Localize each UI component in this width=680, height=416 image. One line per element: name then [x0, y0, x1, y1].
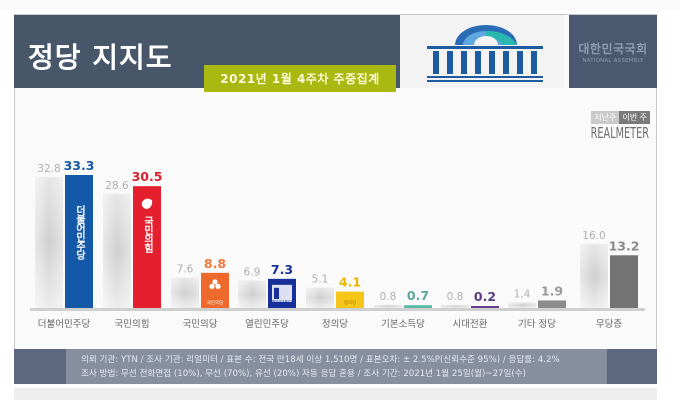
party-logo-4: 정의당 — [344, 299, 356, 306]
survey-info-footer: 의뢰 기관: YTN / 조사 기관: 리얼미터 / 표본 수: 전국 만18세… — [14, 349, 657, 384]
data-label-previous: 5.1 — [312, 274, 329, 286]
data-label-previous: 0.8 — [380, 291, 397, 303]
data-label-previous: 7.6 — [177, 264, 194, 276]
data-label-current: 8.8 — [204, 256, 226, 271]
party-logo-0: 더불어민주당 — [74, 204, 86, 261]
date-badge: 2021년 1월 4주차 주중집계 — [204, 65, 396, 92]
data-label-current: 1.9 — [541, 283, 563, 298]
bar-previous-shine-0 — [35, 176, 63, 308]
legend-current-week: 이번 주 — [619, 111, 650, 124]
people-party-logo-icon — [212, 279, 218, 285]
realmeter-logo: REALMETER — [590, 124, 649, 142]
bar-previous-shine-2 — [171, 277, 199, 308]
data-label-previous: 32.8 — [37, 163, 60, 175]
bar-previous-shine-6 — [441, 304, 469, 308]
page-title: 정당 지지도 — [28, 41, 173, 74]
data-label-previous: 16.0 — [582, 230, 605, 242]
data-label-previous: 1.4 — [514, 288, 531, 300]
data-label-current: 0.7 — [407, 288, 429, 303]
x-tick-label: 무당층 — [596, 319, 622, 330]
bar-previous-shine-1 — [103, 193, 131, 308]
survey-info-line1: 의뢰 기관: YTN / 조사 기관: 리얼미터 / 표본 수: 전국 만18세… — [81, 355, 560, 365]
x-tick-label: 기타 정당 — [518, 319, 556, 330]
bar-current-5 — [404, 305, 432, 308]
bar-current-6 — [471, 306, 499, 308]
x-tick-label: 국민의힘 — [115, 319, 150, 330]
data-label-previous: 0.8 — [447, 291, 464, 303]
data-label-current: 30.5 — [132, 169, 163, 184]
data-label-current: 4.1 — [339, 275, 361, 290]
top-strip — [0, 0, 680, 10]
assembly-english-name: NATIONAL ASSEMBLY — [582, 57, 644, 64]
data-label-previous: 28.6 — [105, 180, 129, 192]
bar-current-4 — [336, 291, 364, 308]
bar-current-0 — [65, 175, 93, 308]
bar-previous-shine-3 — [238, 280, 266, 308]
x-tick-label: 열린민주당 — [245, 319, 289, 330]
x-tick-label: 정의당 — [322, 319, 348, 330]
bar-current-7 — [538, 300, 566, 308]
bar-current-2 — [201, 272, 229, 308]
x-tick-label: 더불어민주당 — [38, 319, 91, 330]
bar-previous-shine-5 — [374, 304, 402, 308]
bar-previous-shine-4 — [306, 287, 334, 308]
x-tick-label: 시대전환 — [453, 318, 488, 330]
data-label-current: 0.2 — [474, 289, 496, 304]
x-axis-line — [30, 308, 645, 311]
assembly-building-icon — [427, 25, 543, 82]
people-party-logo-icon — [215, 283, 221, 289]
bar-previous-shine-8 — [580, 244, 608, 308]
assembly-korean-name: 대한민국국회 — [578, 41, 648, 56]
ppp-logo-icon — [141, 198, 153, 210]
party-logo-1: 국민의힘 — [142, 216, 154, 254]
chart-legend: 지난주 이번 주 — [591, 111, 650, 124]
bottom-strip — [14, 388, 657, 400]
people-party-logo-icon — [209, 283, 215, 289]
national-assembly-logo — [400, 15, 564, 88]
x-tick-label: 국민의당 — [183, 319, 218, 330]
bar-current-8 — [610, 255, 638, 308]
legend-previous-week: 지난주 — [591, 111, 620, 124]
open-democratic-logo-mark — [274, 287, 279, 299]
data-label-current: 33.3 — [64, 158, 95, 173]
survey-info-line2: 조사 방법: 무선 전화면접 (10%), 무선 (70%), 유선 (20%)… — [81, 369, 527, 379]
party-logo-3: 열린민주당 — [272, 299, 293, 306]
data-label-current: 7.3 — [271, 262, 293, 277]
bar-previous-shine-7 — [508, 302, 536, 308]
data-label-current: 13.2 — [609, 238, 640, 253]
party-logo-2: 국민의당 — [207, 299, 224, 306]
national-assembly-badge: 대한민국국회 NATIONAL ASSEMBLY — [569, 15, 657, 88]
data-label-previous: 6.9 — [244, 266, 261, 278]
x-tick-label: 기본소득당 — [381, 319, 425, 330]
